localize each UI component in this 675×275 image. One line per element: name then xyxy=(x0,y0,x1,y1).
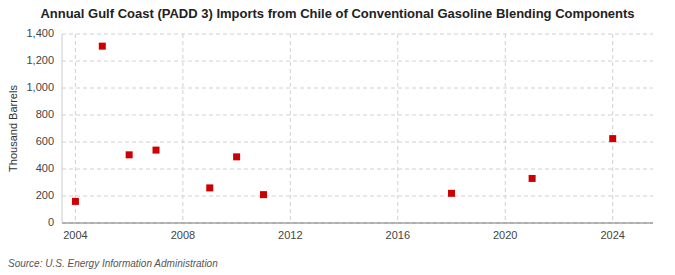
x-grid-line xyxy=(505,34,506,223)
y-tick-label: 0 xyxy=(48,216,54,228)
x-grid-line xyxy=(182,34,183,223)
chart-container: 0 200 400 600 800 1,000 1,200 1,400 2004 2008 2012… xyxy=(0,0,675,275)
scatter-point xyxy=(260,191,267,198)
scatter-point xyxy=(609,135,616,142)
y-tick-label: 1,400 xyxy=(26,27,54,39)
x-tick-label: 2008 xyxy=(171,229,195,241)
x-tick-label: 2024 xyxy=(600,229,624,241)
y-grid-line xyxy=(62,61,653,62)
source-note: Source: U.S. Energy Information Administ… xyxy=(8,258,218,269)
grid xyxy=(62,34,653,223)
x-grid-line xyxy=(397,34,398,223)
y-grid-line xyxy=(62,88,653,89)
x-grid-line xyxy=(290,34,291,223)
x-axis-line xyxy=(62,223,653,224)
scatter-point xyxy=(99,43,106,50)
y-tick-label: 1,200 xyxy=(26,54,54,66)
y-tick-label: 200 xyxy=(36,189,54,201)
x-tick-label: 2020 xyxy=(493,229,517,241)
x-tick-label: 2004 xyxy=(63,229,87,241)
scatter-point xyxy=(72,198,79,205)
points xyxy=(72,43,616,205)
x-grid-line xyxy=(612,34,613,223)
y-axis-label: Thousand Barrels xyxy=(7,85,19,172)
y-tick-label: 800 xyxy=(36,108,54,120)
scatter-point xyxy=(529,175,536,182)
y-grid-line xyxy=(62,196,653,197)
y-tick-label: 600 xyxy=(36,135,54,147)
scatter-point xyxy=(206,184,213,191)
title: Annual Gulf Coast (PADD 3) Imports from … xyxy=(40,6,634,21)
x-grid-line xyxy=(75,34,76,223)
y-grid-line xyxy=(62,142,653,143)
scatter-point xyxy=(233,153,240,160)
y-tick-label: 400 xyxy=(36,162,54,174)
x-tick-label: 2016 xyxy=(386,229,410,241)
y-grid-line xyxy=(62,34,653,35)
y-axis-line xyxy=(62,34,63,223)
y-tick-label: 1,000 xyxy=(26,81,54,93)
y-grid-line xyxy=(62,115,653,116)
y-grid-line xyxy=(62,169,653,170)
scatter-point xyxy=(153,147,160,154)
axes: 0 200 400 600 800 1,000 1,200 1,400 2004 2008 2012… xyxy=(26,27,653,241)
scatter-point xyxy=(448,190,455,197)
chart-svg: 0 200 400 600 800 1,000 1,200 1,400 2004 2008 2012… xyxy=(0,0,675,275)
scatter-point xyxy=(126,151,133,158)
x-tick-label: 2012 xyxy=(278,229,302,241)
y-grid-line xyxy=(62,223,653,224)
